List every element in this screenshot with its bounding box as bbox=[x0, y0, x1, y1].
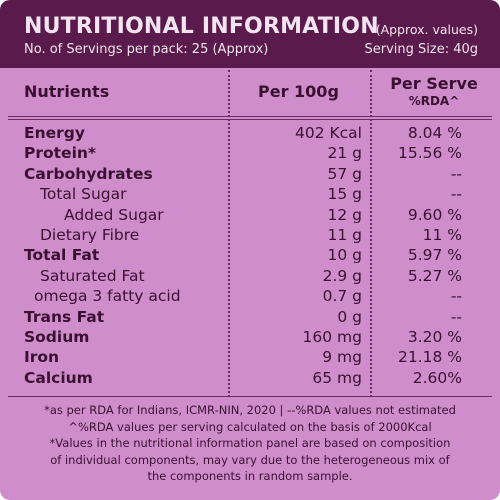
table-row: Calcium 65 mg 2.60% bbox=[0, 369, 500, 389]
rda-per-serve: 5.97 % bbox=[407, 246, 462, 265]
table-row: Dietary Fibre 11 g 11 % bbox=[0, 226, 500, 246]
per-100g: 0.7 g bbox=[322, 287, 362, 306]
table-row: Saturated Fat 2.9 g 5.27 % bbox=[0, 267, 500, 287]
nutrient-name: omega 3 fatty acid bbox=[34, 287, 181, 306]
footnote: *as per RDA for Indians, ICMR-NIN, 2020 … bbox=[44, 403, 456, 417]
rda-per-serve: -- bbox=[450, 287, 462, 306]
per-100g: 11 g bbox=[327, 226, 363, 244]
nutrient-name: Added Sugar bbox=[64, 205, 164, 224]
per-100g: 65 mg bbox=[312, 368, 362, 387]
nutrient-name: Iron bbox=[24, 348, 60, 367]
per-100g: 21 g bbox=[327, 144, 363, 163]
nutrient-name: Total Fat bbox=[24, 246, 100, 265]
per-100g: 0 g bbox=[337, 307, 362, 326]
per-100g: 2.9 g bbox=[322, 266, 362, 285]
header: NUTRITIONAL INFORMATION (Approx. values)… bbox=[0, 0, 500, 68]
nutrient-name: Saturated Fat bbox=[40, 266, 145, 285]
nutrient-name: Sodium bbox=[24, 328, 90, 346]
rda-per-serve: 21.18 % bbox=[397, 348, 462, 367]
per-100g: 12 g bbox=[327, 205, 363, 224]
table-row: Trans Fat 0 g -- bbox=[0, 308, 500, 328]
column-header: Per 100g bbox=[258, 82, 339, 101]
rda-per-serve: -- bbox=[450, 185, 462, 204]
servings: No. of Servings per pack: 25 (Approx) bbox=[24, 42, 269, 57]
per-100g: 9 mg bbox=[322, 348, 362, 367]
rule bbox=[8, 116, 492, 117]
per-100g: 57 g bbox=[327, 164, 363, 183]
table-row: Protein* 21 g 15.56 % bbox=[0, 144, 500, 164]
table-row: Added Sugar 12 g 9.60 % bbox=[0, 206, 500, 226]
rda-per-serve: 15.56 % bbox=[397, 144, 462, 163]
table-row: Total Sugar 15 g -- bbox=[0, 185, 500, 205]
table-row: omega 3 fatty acid 0.7 g -- bbox=[0, 287, 500, 307]
table-row: Total Fat 10 g 5.97 % bbox=[0, 246, 500, 266]
nutrient-name: Dietary Fibre bbox=[40, 226, 140, 244]
column-subheader: %RDA^ bbox=[408, 94, 460, 108]
footer: *as per RDA for Indians, ICMR-NIN, 2020 … bbox=[0, 402, 500, 485]
serving-size: Serving Size: 40g bbox=[364, 42, 478, 57]
nutrient-name: Energy bbox=[24, 124, 85, 142]
approx-note: (Approx. values) bbox=[375, 22, 478, 37]
rda-per-serve: -- bbox=[450, 164, 462, 183]
nutrient-name: Calcium bbox=[24, 368, 93, 387]
rda-per-serve: 8.04 % bbox=[407, 124, 462, 142]
footnote: of individual components, may vary due t… bbox=[50, 452, 450, 467]
footnote: the components in random sample. bbox=[147, 469, 353, 483]
rule bbox=[8, 396, 492, 397]
rda-per-serve: -- bbox=[450, 307, 462, 326]
rda-per-serve: 2.60% bbox=[412, 368, 462, 387]
rda-per-serve: 5.27 % bbox=[407, 266, 462, 285]
divider bbox=[228, 70, 230, 397]
rule bbox=[8, 119, 492, 120]
rda-per-serve: 11 % bbox=[422, 226, 462, 244]
per-100g: 10 g bbox=[327, 246, 363, 265]
table-row: Energy 402 Kcal 8.04 % bbox=[0, 124, 500, 144]
footnote: ^%RDA values per serving calculated on t… bbox=[68, 419, 432, 434]
per-100g: 402 Kcal bbox=[294, 124, 362, 142]
nutrient-name: Protein* bbox=[24, 144, 97, 163]
column-header: Per Serve bbox=[390, 74, 478, 93]
table-row: Carbohydrates 57 g -- bbox=[0, 165, 500, 185]
column-header: Nutrients bbox=[24, 82, 110, 101]
nutrient-name: Trans Fat bbox=[24, 307, 105, 326]
title: NUTRITIONAL INFORMATION bbox=[24, 14, 379, 39]
nutrient-name: Total Sugar bbox=[40, 185, 127, 204]
per-100g: 160 mg bbox=[302, 328, 362, 346]
table-row: Sodium 160 mg 3.20 % bbox=[0, 328, 500, 348]
table-row: Iron 9 mg 21.18 % bbox=[0, 348, 500, 368]
nutrient-name: Carbohydrates bbox=[24, 164, 153, 183]
rda-per-serve: 9.60 % bbox=[407, 205, 462, 224]
rda-per-serve: 3.20 % bbox=[407, 328, 462, 346]
per-100g: 15 g bbox=[327, 185, 363, 204]
divider bbox=[370, 70, 372, 397]
footnote: *Values in the nutritional information p… bbox=[49, 436, 451, 450]
